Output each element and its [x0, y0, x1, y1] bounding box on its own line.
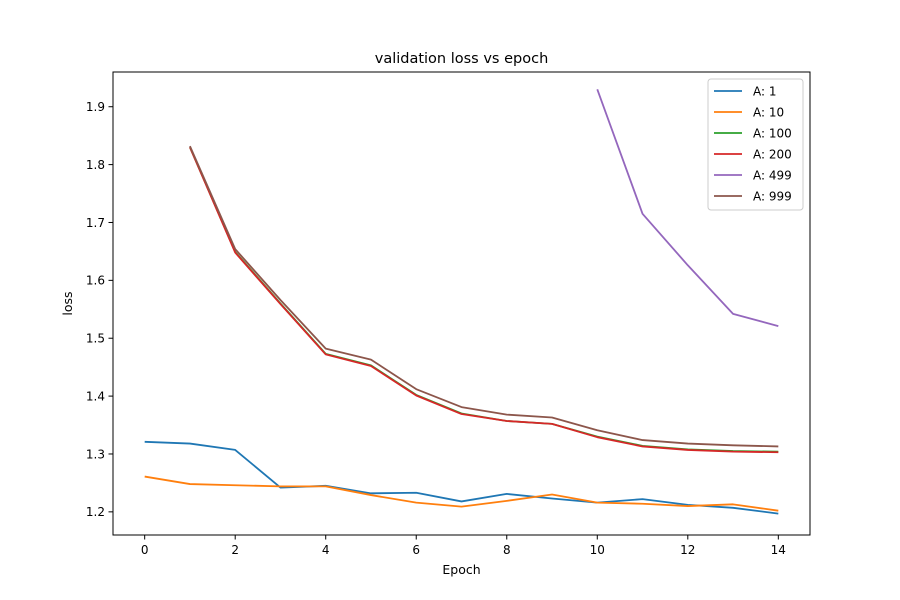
y-tick-label: 1.5: [86, 332, 105, 346]
legend-label-4: A: 499: [753, 168, 792, 182]
y-tick-label: 1.6: [86, 274, 105, 288]
y-axis-ticks: 1.2 1.3 1.4 1.5 1.6 1.7 1.8 1.9: [86, 100, 113, 519]
y-tick-label: 1.7: [86, 216, 105, 230]
y-tick-label: 1.3: [86, 447, 105, 461]
x-axis-label: Epoch: [442, 562, 480, 577]
x-tick-label: 10: [590, 543, 605, 557]
series-line-5: [189, 145, 779, 448]
legend-label-5: A: 999: [753, 189, 792, 203]
legend: A: 1 A: 10 A: 100 A: 200 A: 499 A: 999: [707, 78, 804, 211]
x-tick-label: 8: [503, 543, 511, 557]
y-axis-label: loss: [60, 291, 75, 315]
series-line-3: [189, 146, 779, 454]
series-line-4: [596, 89, 779, 327]
chart-title: validation loss vs epoch: [375, 51, 549, 67]
legend-label-2: A: 100: [753, 126, 792, 140]
series-line-1: [144, 475, 779, 512]
legend-label-3: A: 200: [753, 147, 792, 161]
series-line-2: [189, 146, 779, 453]
y-tick-label: 1.9: [86, 100, 105, 114]
axes-frame: [112, 71, 811, 536]
x-tick-label: 0: [141, 543, 149, 557]
series-line-0: [144, 440, 779, 515]
x-tick-label: 2: [231, 543, 239, 557]
x-tick-label: 6: [412, 543, 420, 557]
legend-label-1: A: 10: [753, 105, 784, 119]
legend-label-0: A: 1: [753, 84, 777, 98]
series-layer: [144, 89, 779, 515]
plot-area: [112, 71, 811, 536]
y-tick-label: 1.8: [86, 158, 105, 172]
x-axis-ticks: 0 2 4 6 8 10 12 14: [141, 535, 786, 557]
x-tick-label: 4: [322, 543, 330, 557]
x-tick-label: 12: [680, 543, 695, 557]
legend-items: A: 1 A: 10 A: 100 A: 200 A: 499 A: 999: [714, 84, 792, 203]
x-tick-label: 14: [771, 543, 786, 557]
y-tick-label: 1.4: [86, 389, 105, 403]
y-tick-label: 1.2: [86, 505, 105, 519]
